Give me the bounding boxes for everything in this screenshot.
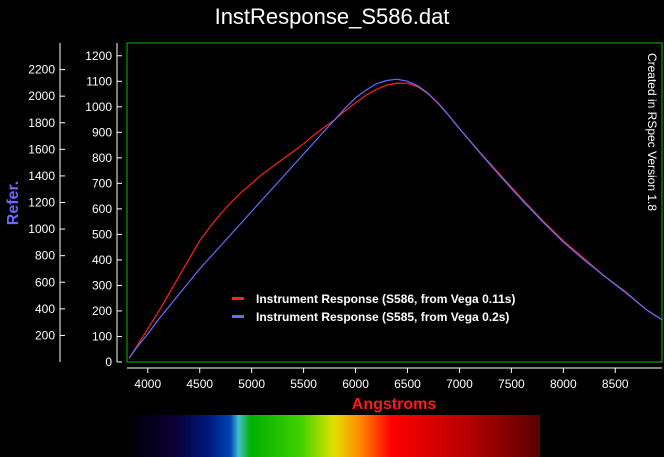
x-tick-label: 4500 [186,377,213,391]
x-tick-label: 5000 [238,377,265,391]
series-lines [128,78,663,359]
y-tick-label: 600 [92,202,112,216]
y2-tick-label: 1800 [28,116,55,130]
y2-tick-label: 1200 [28,196,55,210]
y-tick-label: 0 [105,355,112,369]
x-tick-label: 4000 [134,377,161,391]
legend-label-s585: Instrument Response (S585, from Vega 0.2… [256,310,509,324]
y2-tick-label: 1400 [28,169,55,183]
spectrum-bar [127,415,540,457]
side-note: Created in RSpec Version 1.8 [645,53,659,211]
y2-tick-label: 200 [35,328,55,342]
x-tick-label: 7500 [498,377,525,391]
y-tick-label: 800 [92,151,112,165]
x-axis-label: Angstroms [352,396,437,413]
chart-title: InstResponse_S586.dat [214,4,450,29]
y-tick-label: 100 [92,329,112,343]
series-line-s586 [128,82,663,359]
legend-swatch-s585 [232,315,244,318]
y-tick-label: 700 [92,176,112,190]
y-tick-label: 1100 [86,74,112,88]
y-axis-label: Refer. [5,181,22,225]
y2-tick-label: 1600 [28,142,55,156]
y-axis-ticks: 0 100 200 300 400 500 600 700 800 900 1000 1100 1200 [85,49,122,369]
y2-tick-label: 400 [35,302,55,316]
x-tick-label: 8500 [602,377,629,391]
y-tick-label: 400 [92,253,112,267]
plot-area-border [126,42,663,363]
y-tick-label: 900 [92,125,112,139]
x-tick-label: 8000 [550,377,577,391]
y-tick-label: 500 [92,227,112,241]
x-axis-ticks: 4000 4500 5000 5500 6000 6500 7000 7500 8000 8500 [134,368,629,391]
y2-tick-label: 2000 [28,89,55,103]
x-tick-label: 5500 [290,377,317,391]
y2-tick-label: 600 [35,275,55,289]
y-tick-label: 1000 [85,100,112,114]
y2-tick-label: 1000 [28,222,55,236]
series-line-s585 [128,78,663,359]
y-tick-label: 200 [92,304,112,318]
y2-tick-label: 800 [35,249,55,263]
legend-label-s586: Instrument Response (S586, from Vega 0.1… [256,292,515,306]
legend-swatch-s586 [232,297,244,300]
y-tick-label: 300 [92,278,112,292]
x-tick-label: 7000 [446,377,473,391]
x-tick-label: 6000 [342,377,369,391]
y2-tick-label: 2200 [28,63,55,77]
secondary-y-axis-ticks: 200 400 600 800 1000 1200 1400 1600 1800 2000 2200 [28,63,65,342]
x-tick-label: 6500 [394,377,421,391]
legend: Instrument Response (S586, from Vega 0.1… [232,292,515,324]
y-tick-label: 1200 [85,49,112,63]
